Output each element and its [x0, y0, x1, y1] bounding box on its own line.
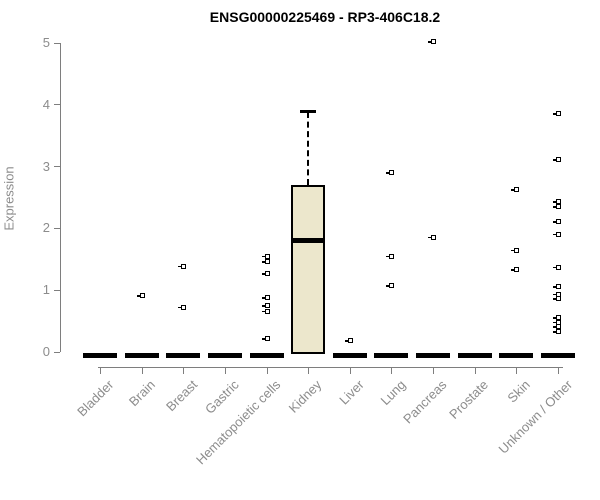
collapsed-box: [457, 352, 492, 358]
x-tick-label: Liver: [335, 377, 367, 408]
y-axis-label: Expression: [1, 166, 17, 231]
x-tick-label: Gastric: [201, 377, 242, 417]
collapsed-box: [207, 352, 242, 358]
outlier-point: [511, 267, 520, 273]
outlier-point: [553, 264, 562, 270]
y-tick: [54, 104, 60, 106]
outlier-point: [553, 219, 562, 225]
x-tick: [474, 367, 476, 374]
x-tick: [183, 367, 185, 374]
y-tick-label: 4: [42, 96, 50, 112]
x-tick-label: Kidney: [286, 377, 325, 416]
x-tick: [433, 367, 435, 374]
outlier-point: [386, 253, 395, 259]
collapsed-box: [249, 352, 284, 358]
x-tick: [141, 367, 143, 374]
x-tick: [391, 367, 393, 374]
outlier-point: [261, 336, 270, 342]
x-tick: [266, 367, 268, 374]
outlier-point: [553, 315, 562, 320]
collapsed-box: [416, 352, 451, 358]
outlier-point: [261, 253, 270, 259]
upper-whisker: [307, 112, 310, 186]
y-tick-label: 3: [42, 158, 50, 174]
outlier-point: [553, 291, 562, 297]
outlier-point: [553, 111, 562, 117]
y-tick: [54, 351, 60, 353]
outlier-point: [344, 338, 353, 344]
y-axis-line: [60, 43, 61, 352]
x-tick-label: Bladder: [74, 377, 117, 420]
y-tick: [54, 42, 60, 44]
outlier-point: [553, 284, 562, 290]
outlier-point: [553, 329, 562, 335]
chart-title: ENSG00000225469 - RP3-406C18.2: [209, 9, 441, 25]
collapsed-box: [541, 352, 576, 358]
x-tick-label: Prostate: [446, 377, 492, 422]
collapsed-box: [83, 352, 117, 358]
y-tick: [54, 227, 60, 229]
collapsed-box: [124, 352, 159, 358]
outlier-point: [386, 170, 395, 176]
x-tick-label: Skin: [504, 377, 534, 406]
outlier-point: [553, 231, 562, 237]
x-tick: [349, 367, 351, 374]
x-tick: [308, 367, 310, 374]
outlier-point: [178, 263, 187, 269]
y-tick-label: 0: [42, 344, 50, 359]
median-line: [291, 238, 326, 244]
y-tick: [54, 166, 60, 168]
y-tick: [54, 289, 60, 291]
x-tick-label: Brain: [126, 377, 159, 410]
collapsed-box: [499, 352, 534, 358]
outlier-point: [386, 283, 395, 289]
outlier-point: [553, 324, 562, 330]
outlier-point: [428, 234, 437, 240]
x-tick-label: Lung: [377, 377, 409, 409]
outlier-point: [553, 204, 562, 210]
y-tick-label: 5: [42, 35, 50, 50]
box-body: [291, 185, 326, 354]
outlier-point: [261, 303, 270, 309]
collapsed-box: [166, 352, 201, 358]
outlier-point: [511, 247, 520, 253]
outlier-point: [136, 293, 145, 299]
outlier-point: [553, 157, 562, 163]
x-tick: [224, 367, 226, 374]
x-axis-line: [98, 367, 563, 368]
x-tick-label: Breast: [162, 377, 200, 415]
x-tick-label: Unknown / Other: [495, 377, 575, 457]
outlier-point: [261, 259, 270, 265]
outlier-point: [428, 39, 437, 45]
outlier-point: [553, 296, 562, 302]
outlier-point: [261, 295, 270, 301]
x-tick: [558, 367, 560, 374]
x-tick: [100, 367, 101, 374]
y-tick-label: 2: [42, 220, 50, 236]
collapsed-box: [374, 352, 409, 358]
outlier-point: [261, 308, 270, 314]
x-tick: [516, 367, 518, 374]
whisker-cap: [300, 110, 317, 114]
outlier-point: [178, 304, 187, 310]
y-tick-label: 1: [42, 282, 50, 298]
collapsed-box: [332, 352, 367, 358]
outlier-point: [553, 199, 562, 205]
outlier-point: [511, 187, 520, 193]
x-tick-label: Pancreas: [400, 377, 450, 427]
outlier-point: [261, 271, 270, 277]
